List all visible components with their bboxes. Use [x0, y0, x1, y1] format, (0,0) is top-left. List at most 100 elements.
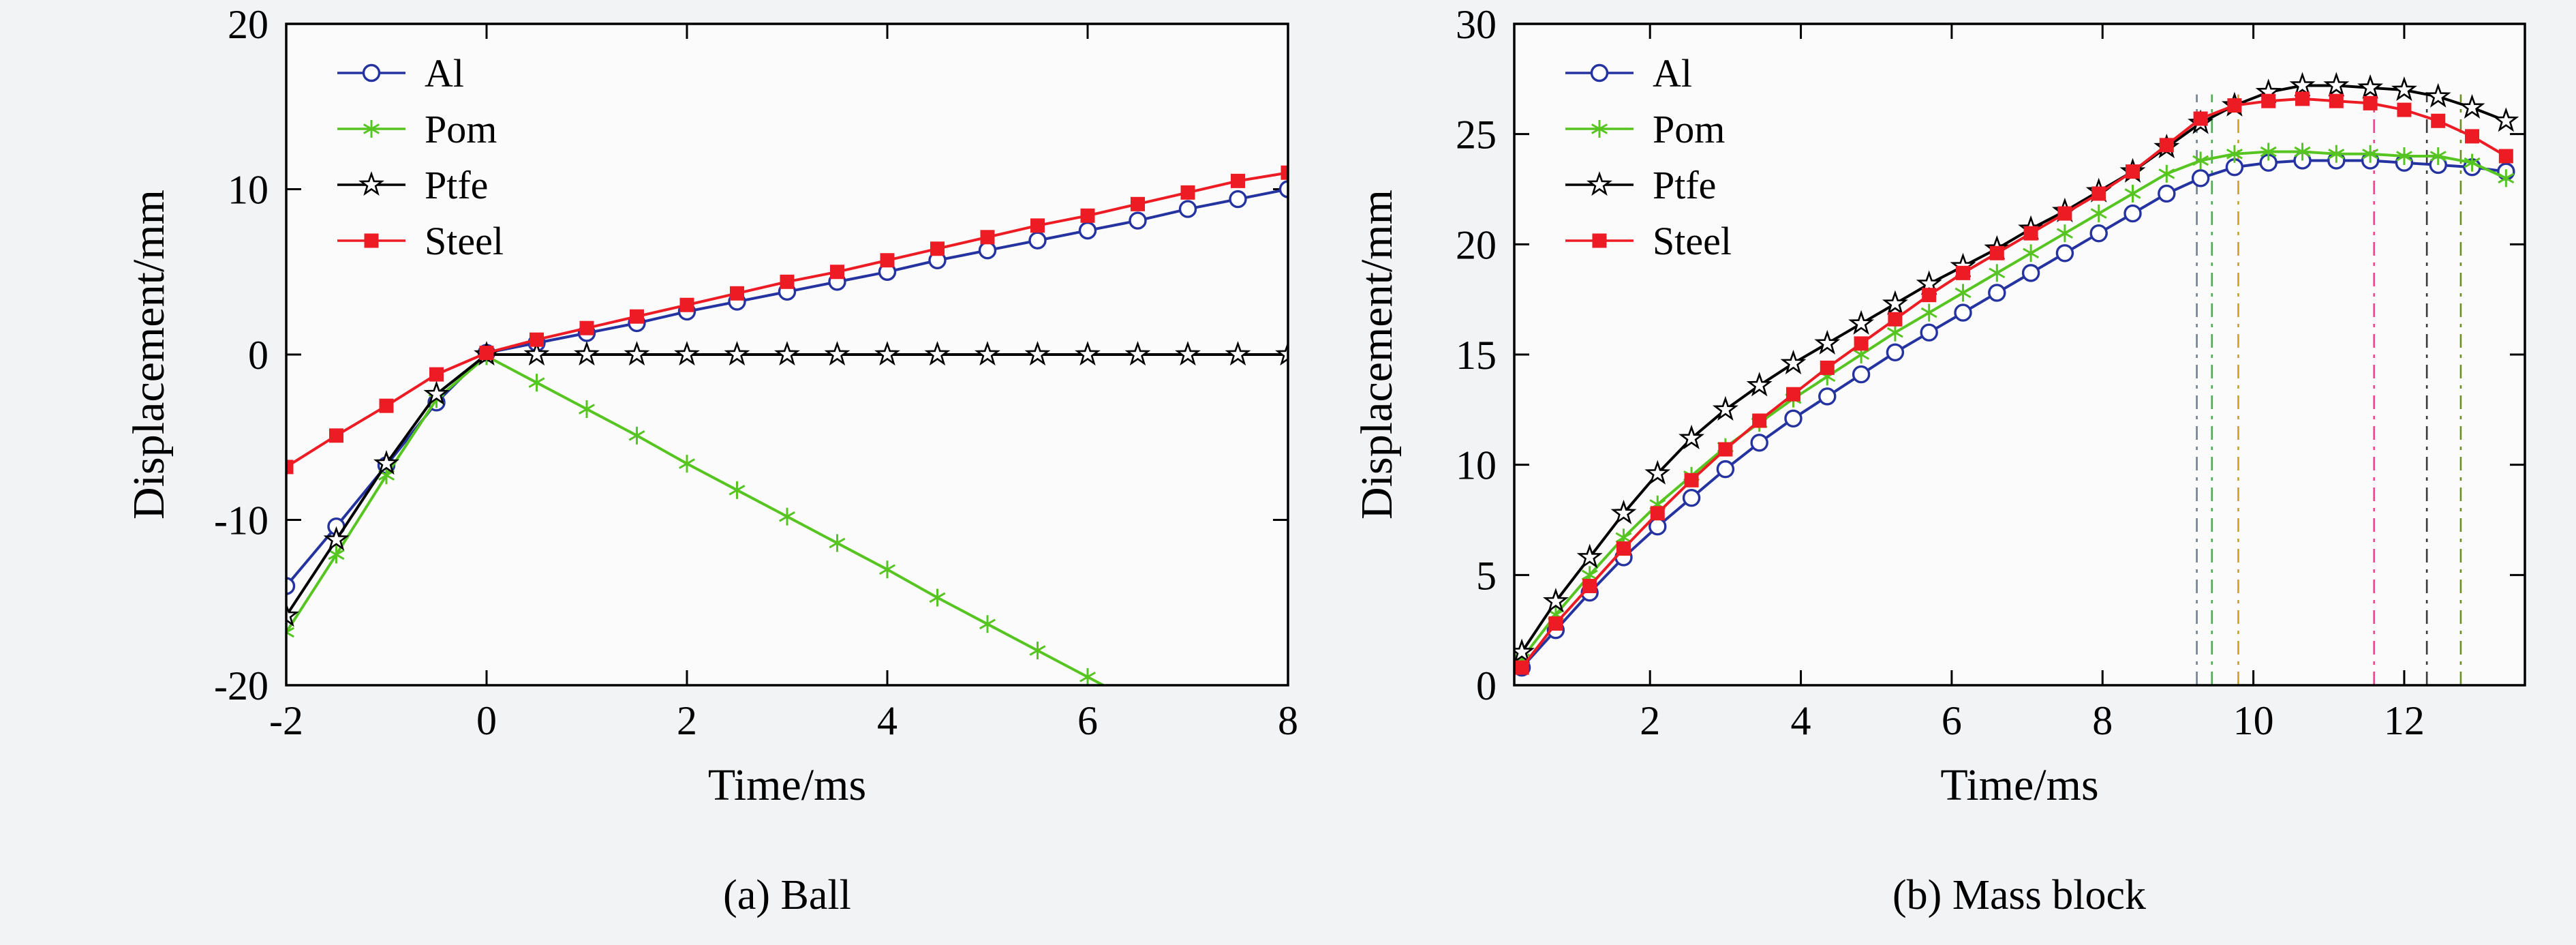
circle-marker: [1886, 343, 1905, 361]
y-tick-label: -20: [214, 663, 269, 708]
square-marker: [1718, 442, 1733, 457]
star-marker: [674, 341, 700, 366]
square-marker: [2023, 226, 2038, 241]
ticks-mass-block: 2 4 6 8 10 12 0 5 10 15 20 25 30: [1456, 2, 2525, 743]
star-marker: [1225, 341, 1251, 366]
y-tick-label: 20: [1456, 222, 1497, 267]
star-marker: [1024, 341, 1051, 366]
square-marker: [679, 297, 694, 312]
circle-marker: [1590, 63, 1609, 82]
circle-marker: [1920, 323, 1938, 342]
asterisk-marker-line: [2023, 247, 2040, 259]
star-marker: [1075, 341, 1101, 366]
legend-item-al: Al: [337, 51, 464, 95]
star-marker: [423, 380, 450, 406]
square-marker: [1650, 506, 1665, 521]
square-marker: [2193, 111, 2208, 126]
asterisk-marker-line: [528, 377, 545, 389]
star-marker: [1586, 171, 1612, 196]
square-marker: [2363, 95, 2378, 110]
asterisk-marker-line: [729, 485, 746, 496]
circle-marker: [362, 63, 381, 82]
asterisk-marker-line: [2328, 148, 2345, 160]
star-marker: [2425, 82, 2451, 108]
star-marker: [924, 341, 951, 366]
square-marker: [2126, 164, 2141, 179]
square-marker: [530, 332, 544, 347]
asterisk-marker-line: [2294, 146, 2311, 158]
square-marker: [2159, 138, 2174, 153]
x-tick-label: 6: [1077, 698, 1098, 743]
circle-marker: [1988, 284, 2006, 302]
x-tick-label: 12: [2384, 698, 2425, 743]
plot-area: [1514, 24, 2525, 685]
square-marker: [1180, 185, 1195, 200]
circle-marker: [2158, 184, 2176, 203]
star-marker: [624, 341, 650, 366]
square-marker: [630, 309, 644, 324]
x-tick-label: 2: [677, 698, 697, 743]
square-marker: [1989, 245, 2004, 260]
x-axis-label: Time/ms: [708, 760, 866, 810]
asterisk-marker-line: [2158, 168, 2175, 179]
asterisk-marker-line: [2395, 151, 2412, 162]
square-marker: [1955, 265, 1970, 280]
plot-frame: [1513, 22, 2526, 687]
y-tick-label: 0: [248, 333, 269, 378]
x-tick-label: 0: [476, 698, 497, 743]
asterisk-marker-line: [2429, 151, 2447, 162]
asterisk-marker-line: [1029, 645, 1046, 656]
legend-ball: Al Pom Ptfe Steel: [337, 51, 504, 263]
y-tick-label: 20: [228, 2, 269, 47]
series-steel: [1514, 91, 2513, 675]
star-marker: [1542, 588, 1569, 613]
square-marker: [379, 398, 394, 413]
chart-ball: -2 0 2 4 6 8-20-1001020AlPomPtfeSteelTime/msD…: [124, 2, 1298, 810]
asterisk-marker-line: [1615, 532, 1632, 543]
star-marker: [1610, 499, 1637, 524]
asterisk-marker-line: [286, 627, 295, 634]
asterisk-marker-line: [1920, 307, 1937, 318]
series-line-pom: [286, 355, 1107, 685]
star-marker: [286, 602, 299, 627]
asterisk-marker-line: [929, 592, 946, 603]
star-marker: [2323, 72, 2350, 97]
star-marker: [1746, 372, 1773, 397]
legend-mass-block: Al Pom Ptfe Steel: [1565, 51, 1732, 263]
square-marker: [1888, 312, 1903, 327]
circle-marker: [1954, 303, 1972, 322]
asterisk-marker-line: [1989, 267, 2006, 279]
square-marker: [1514, 660, 1529, 675]
asterisk-marker-line: [1954, 287, 1972, 299]
y-tick-label: -10: [214, 498, 269, 543]
y-tick-label: 0: [1476, 663, 1497, 708]
circle-marker: [978, 241, 997, 260]
x-tick-label: 4: [1791, 698, 1811, 743]
legend-item-al: Al: [1565, 51, 1692, 95]
star-marker: [774, 341, 800, 366]
asterisk-marker-line: [2226, 148, 2243, 160]
square-marker: [479, 346, 494, 361]
square-marker: [1616, 541, 1631, 556]
star-marker: [1124, 341, 1151, 366]
chart-b-caption: (b) Mass block: [1892, 872, 2146, 918]
legend-item-pom: Pom: [337, 107, 497, 151]
square-marker: [1922, 288, 1937, 303]
legend-item-steel: Steel: [337, 219, 504, 263]
asterisk-marker-line: [1079, 672, 1097, 682]
star-marker: [1780, 349, 1807, 375]
square-marker: [1752, 413, 1767, 428]
star-marker: [1882, 290, 1908, 315]
y-tick-label: 15: [1456, 333, 1497, 378]
chart-mass-block: 2 4 6 8 10 12 0 5 10 15 20 25 30 Al Pom Ptfe Steel Time/m…: [1352, 2, 2526, 810]
square-marker: [1131, 196, 1145, 211]
legend-item-pom: Pom: [1565, 107, 1725, 151]
square-marker: [1080, 208, 1095, 223]
series-steel: [286, 165, 1288, 475]
asterisk-marker-line: [2362, 148, 2379, 160]
square-marker: [1785, 387, 1800, 402]
square-marker: [1592, 233, 1607, 248]
star-marker: [2391, 76, 2417, 102]
star-marker: [1678, 424, 1705, 449]
